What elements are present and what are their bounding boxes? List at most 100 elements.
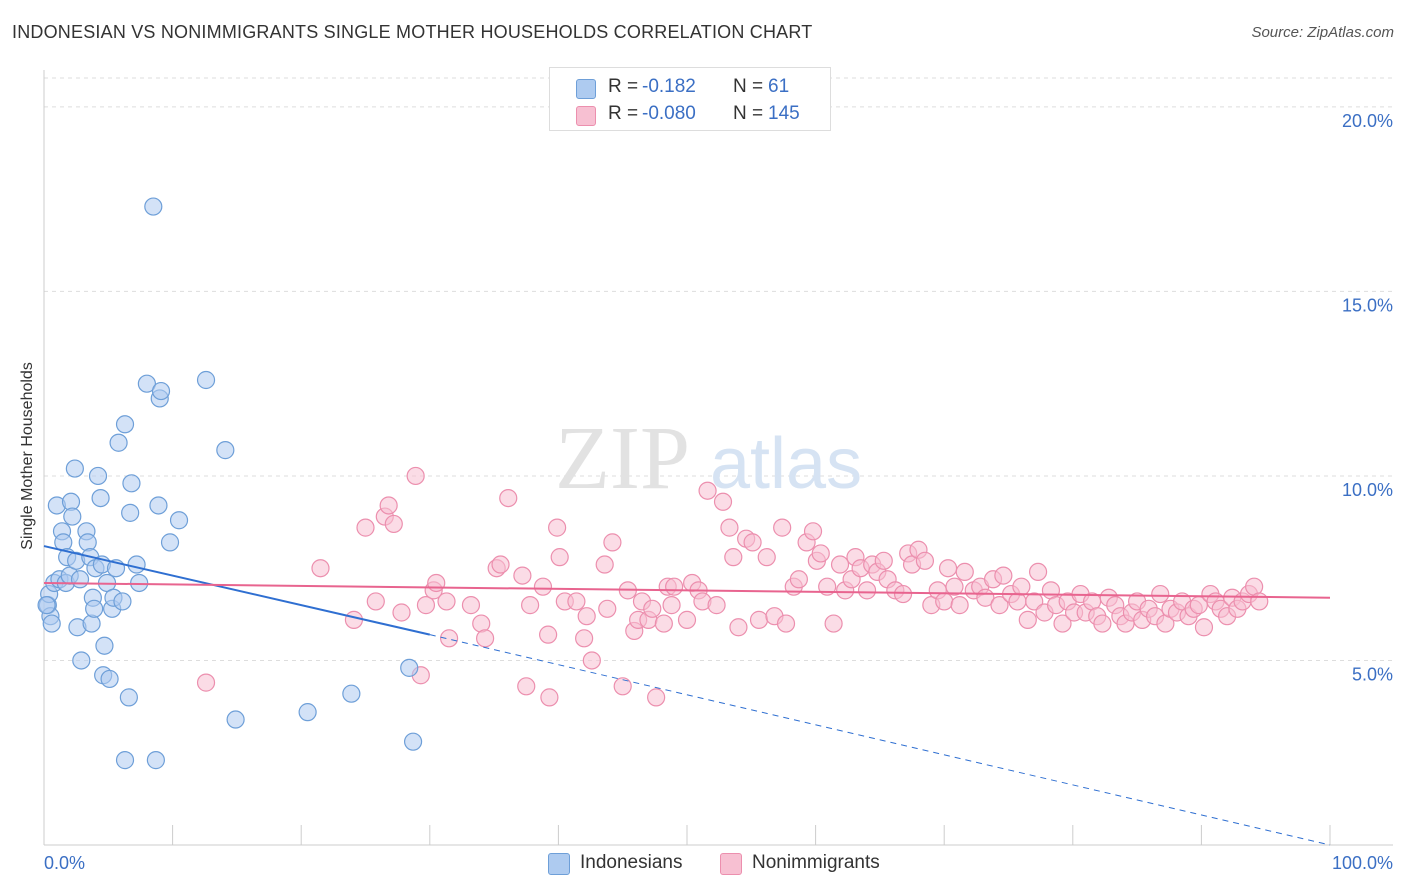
legend-n-value: 145 bbox=[768, 103, 800, 124]
indonesians-points bbox=[37, 197, 423, 770]
indonesians-point bbox=[146, 751, 165, 770]
indonesians-point bbox=[119, 688, 138, 707]
legend-n-value: 61 bbox=[768, 76, 790, 97]
indonesians-point bbox=[144, 197, 163, 216]
nonimmigrants-point bbox=[550, 548, 569, 567]
nonimmigrants-point bbox=[713, 492, 733, 511]
trend-lines bbox=[43, 545, 1331, 846]
legend-n-label: N = bbox=[733, 76, 764, 97]
indonesians-point bbox=[151, 381, 171, 401]
indonesians-point bbox=[400, 658, 419, 677]
indonesians-point bbox=[121, 503, 140, 522]
nonimmigrants-point bbox=[1093, 614, 1112, 633]
nonimmigrants-point bbox=[475, 629, 495, 648]
nonimmigrants-point bbox=[548, 518, 567, 537]
nonimmigrants-point bbox=[915, 551, 935, 570]
nonimmigrants-point bbox=[577, 607, 596, 626]
legend-row-nonimmigrants: R = -0.080 N = 145 bbox=[550, 103, 830, 131]
nonimmigrants-point bbox=[379, 496, 398, 515]
indonesians-point bbox=[298, 703, 317, 722]
nonimmigrants-point bbox=[517, 677, 536, 696]
legend-swatch-pink bbox=[720, 853, 742, 875]
indonesians-trend-line bbox=[43, 545, 431, 636]
x-tick-label: 100.0% bbox=[1332, 853, 1393, 873]
nonimmigrants-point bbox=[665, 577, 684, 596]
nonimmigrants-point bbox=[1018, 610, 1037, 629]
nonimmigrants-point bbox=[857, 581, 877, 600]
nonimmigrants-point bbox=[406, 466, 425, 486]
nonimmigrants-point bbox=[824, 614, 843, 633]
nonimmigrants-point bbox=[499, 488, 518, 508]
nonimmigrants-point bbox=[461, 596, 481, 615]
indonesians-point bbox=[137, 374, 156, 393]
legend-label-indonesians: Indonesians bbox=[580, 852, 683, 873]
x-tick-label: 0.0% bbox=[44, 853, 85, 873]
nonimmigrants-point bbox=[582, 651, 601, 670]
legend-swatch-blue bbox=[548, 853, 570, 875]
indonesians-point bbox=[149, 496, 168, 515]
indonesians-point bbox=[85, 599, 104, 618]
nonimmigrants-point bbox=[811, 544, 830, 563]
nonimmigrants-point bbox=[356, 518, 375, 537]
legend-r-value: -0.182 bbox=[642, 76, 696, 97]
nonimmigrants-point bbox=[955, 562, 974, 582]
indonesians-point bbox=[169, 511, 189, 530]
y-tick-label: 10.0% bbox=[1342, 480, 1393, 500]
nonimmigrants-point bbox=[366, 592, 385, 611]
nonimmigrants-point bbox=[540, 688, 559, 707]
tick-labels: 5.0% 10.0% 15.0% 20.0% 0.0% 100.0% bbox=[44, 111, 1393, 873]
grid-layer bbox=[44, 77, 1393, 661]
indonesians-point bbox=[403, 732, 423, 751]
nonimmigrants-point bbox=[196, 673, 216, 692]
nonimmigrants-point bbox=[945, 577, 964, 596]
nonimmigrants-point bbox=[1194, 618, 1214, 637]
nonimmigrants-point bbox=[603, 533, 622, 552]
nonimmigrants-point bbox=[654, 614, 673, 633]
nonimmigrants-point bbox=[643, 599, 662, 618]
indonesians-point bbox=[115, 415, 135, 434]
indonesians-point bbox=[72, 651, 91, 670]
indonesians-point bbox=[127, 555, 146, 574]
nonimmigrants-trend-line bbox=[43, 581, 1331, 599]
nonimmigrants-point bbox=[990, 596, 1009, 615]
indonesians-point bbox=[91, 488, 110, 508]
nonimmigrants-point bbox=[743, 533, 762, 552]
legend-r-label: R = bbox=[608, 76, 639, 97]
nonimmigrants-point bbox=[1053, 614, 1072, 633]
nonimmigrants-point bbox=[513, 566, 532, 585]
nonimmigrants-point bbox=[437, 592, 456, 611]
nonimmigrants-point bbox=[392, 603, 411, 622]
nonimmigrants-point bbox=[1012, 577, 1031, 596]
nonimmigrants-point bbox=[757, 548, 776, 567]
nonimmigrants-point bbox=[789, 570, 808, 589]
indonesians-point bbox=[226, 710, 245, 729]
nonimmigrants-point bbox=[938, 559, 958, 578]
nonimmigrants-point bbox=[567, 592, 586, 611]
legend-r-label: R = bbox=[608, 103, 639, 124]
nonimmigrants-point bbox=[1151, 584, 1170, 604]
indonesians-point bbox=[216, 441, 235, 460]
indonesians-trend-extension bbox=[429, 634, 1331, 846]
axis-layer bbox=[43, 70, 1393, 846]
indonesians-point bbox=[342, 684, 361, 703]
nonimmigrants-point bbox=[773, 518, 792, 537]
nonimmigrants-point bbox=[662, 596, 681, 615]
indonesians-point bbox=[37, 596, 56, 615]
nonimmigrants-point bbox=[677, 610, 697, 629]
nonimmigrants-point bbox=[698, 481, 717, 500]
source-label: Source: ZipAtlas.com bbox=[1251, 24, 1394, 41]
nonimmigrants-point bbox=[729, 618, 748, 637]
indonesians-point bbox=[70, 570, 90, 589]
nonimmigrants-point bbox=[344, 610, 364, 629]
legend-label-nonimmigrants: Nonimmigrants bbox=[752, 852, 880, 873]
nonimmigrants-point bbox=[575, 629, 594, 648]
nonimmigrants-point bbox=[416, 596, 436, 615]
watermark-atlas: atlas bbox=[710, 424, 862, 504]
nonimmigrants-point bbox=[384, 514, 403, 534]
stats-legend: R = -0.182 N = 61 R = -0.080 N = 145 bbox=[549, 67, 831, 131]
nonimmigrants-point bbox=[311, 559, 330, 578]
indonesians-point bbox=[100, 669, 119, 689]
indonesians-point bbox=[113, 592, 132, 611]
indonesians-point bbox=[109, 433, 128, 452]
